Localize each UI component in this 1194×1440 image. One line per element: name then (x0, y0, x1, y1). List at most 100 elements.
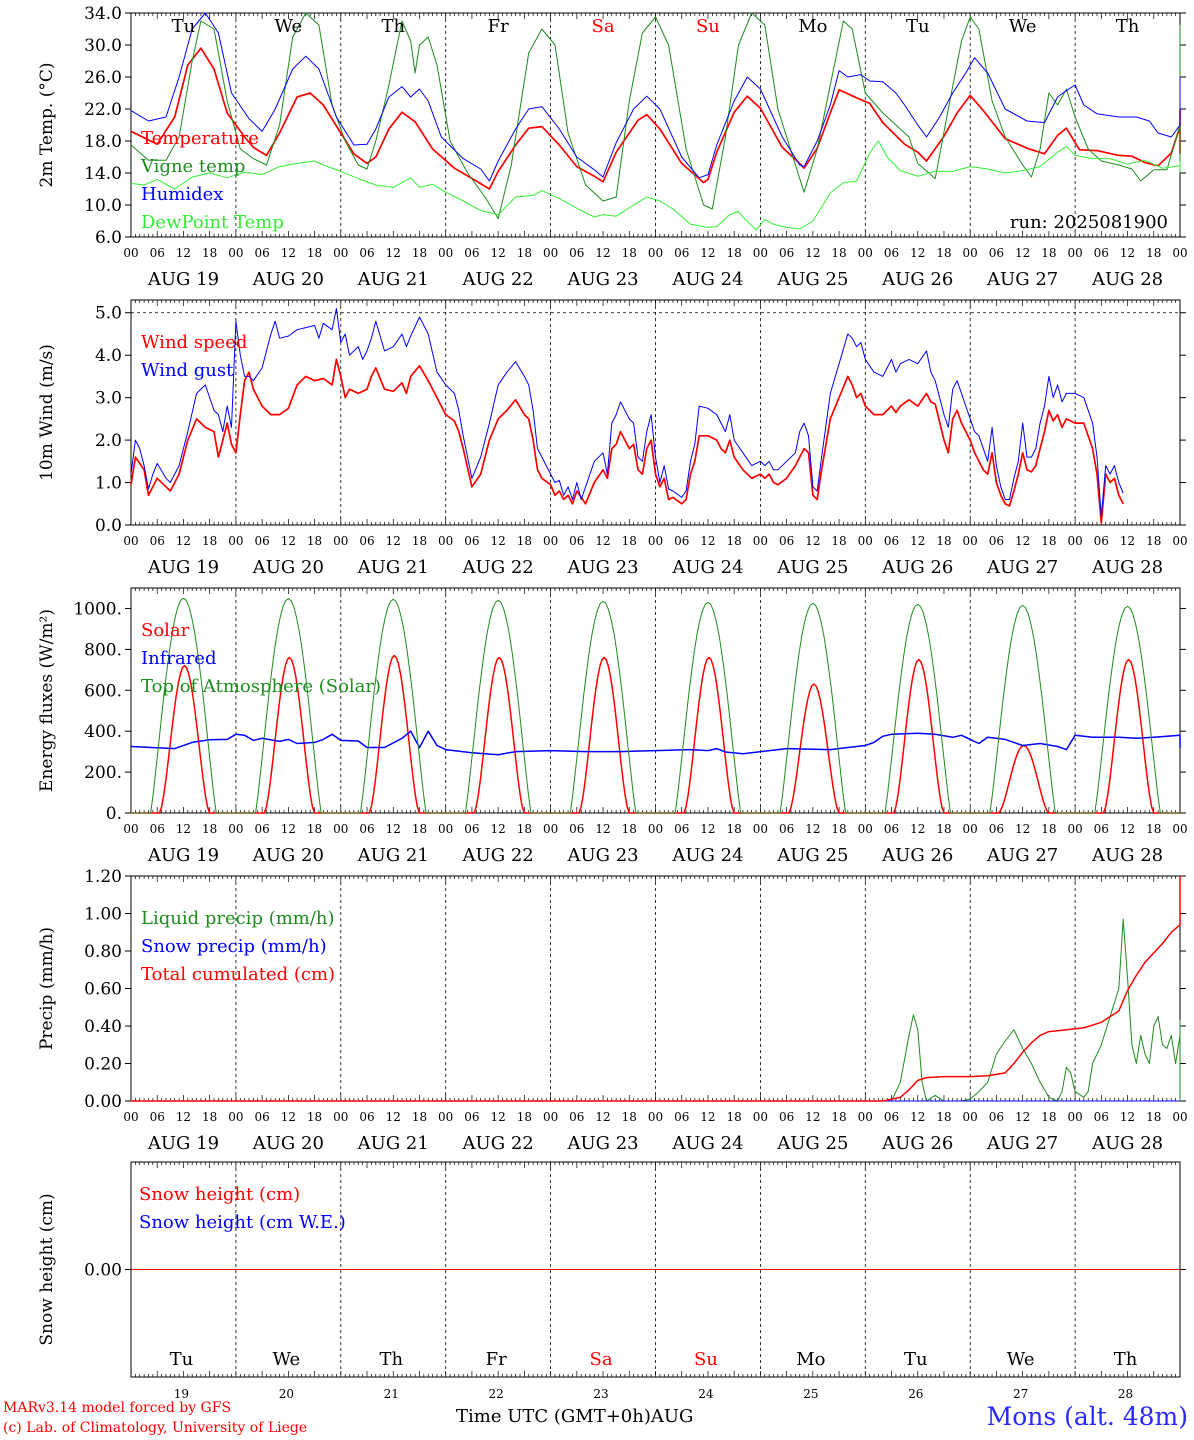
x-hour-tick-label: 12 (281, 1110, 296, 1124)
y-tick-label: 3.0 (95, 389, 122, 409)
x-hour-tick-label: 00 (123, 534, 138, 548)
energy-panel: 1000. 800. 600. 400. 200. 0. Energy fluxes (W/… (37, 587, 1188, 866)
x-hour-tick-label: 18 (307, 534, 322, 548)
x-hour-tick-label: 12 (805, 1110, 820, 1124)
x-date-label: AUG 28 (1091, 557, 1163, 578)
x-hour-tick-label: 18 (202, 534, 217, 548)
y-tick-label: 0.0 (95, 516, 122, 536)
x-date-label: AUG 21 (357, 557, 429, 578)
x-hour-tick-label: 00 (1172, 246, 1187, 260)
x-date-label: AUG 20 (252, 845, 324, 866)
x-date-label: AUG 19 (147, 269, 219, 290)
x-hour-tick-label: 12 (281, 822, 296, 836)
x-hour-tick-label: 00 (648, 822, 663, 836)
x-hour-tick-label: 12 (595, 822, 610, 836)
credit-model: MARv3.14 model forced by GFS (3, 1400, 232, 1416)
x-hour-tick-label: 00 (438, 246, 453, 260)
x-date-label: AUG 19 (147, 1133, 219, 1154)
x-hour-tick-label: 18 (202, 1110, 217, 1124)
x-date-label: AUG 24 (671, 845, 743, 866)
x-date-label: AUG 27 (986, 1133, 1058, 1154)
x-hour-tick-label: 00 (333, 822, 348, 836)
x-hour-tick-label: 00 (228, 246, 243, 260)
x-hour-tick-label: 00 (648, 534, 663, 548)
x-hour-tick-label: 06 (884, 246, 899, 260)
x-hour-tick-label: 06 (1094, 1110, 1109, 1124)
x-hour-tick-label: 12 (595, 1110, 610, 1124)
x-hour-tick-label: 18 (412, 822, 427, 836)
x-hour-tick-label: 06 (989, 534, 1004, 548)
x-hour-tick-label: 00 (228, 822, 243, 836)
x-hour-tick-label: 18 (936, 1110, 951, 1124)
x-hour-tick-label: 18 (1146, 1110, 1161, 1124)
x-date-label: AUG 20 (252, 269, 324, 290)
x-hour-tick-label: 18 (307, 822, 322, 836)
x-hour-tick-label: 06 (1094, 534, 1109, 548)
x-date-label: AUG 19 (147, 845, 219, 866)
x-hour-tick-label: 12 (805, 822, 820, 836)
weekday-label-top: Mo (798, 16, 827, 37)
x-hour-tick-label: 18 (831, 1110, 846, 1124)
y-tick-label: 0. (106, 804, 122, 824)
day-number-label: 26 (908, 1387, 923, 1401)
weekday-label-bottom: Tu (904, 1349, 928, 1370)
y-axis-label: Energy fluxes (W/m²) (37, 609, 57, 792)
x-hour-tick-label: 06 (674, 246, 689, 260)
x-hour-tick-label: 00 (858, 534, 873, 548)
x-hour-tick-label: 18 (727, 534, 742, 548)
day-number-label: 22 (489, 1387, 504, 1401)
y-tick-label: 4.0 (95, 346, 122, 366)
x-hour-tick-label: 12 (1120, 1110, 1135, 1124)
temp-series-line (130, 47, 1181, 190)
x-hour-tick-label: 18 (517, 822, 532, 836)
x-hour-tick-label: 00 (543, 246, 558, 260)
y-axis-label: 10m Wind (m/s) (37, 344, 57, 481)
x-hour-tick-label: 18 (1041, 534, 1056, 548)
x-hour-tick-label: 00 (1172, 1110, 1187, 1124)
x-hour-tick-label: 12 (176, 534, 191, 548)
x-hour-tick-label: 00 (858, 246, 873, 260)
x-hour-tick-label: 18 (412, 1110, 427, 1124)
y-tick-label: 34.0 (84, 4, 122, 24)
x-hour-tick-label: 06 (464, 246, 479, 260)
temp-series-line (130, 140, 1181, 231)
x-date-label: AUG 28 (1091, 845, 1163, 866)
x-hour-tick-label: 00 (963, 1110, 978, 1124)
x-hour-tick-label: 18 (307, 1110, 322, 1124)
x-hour-tick-label: 12 (1015, 246, 1030, 260)
station-name: Mons (alt. 48m) (986, 1402, 1188, 1431)
x-date-label: AUG 25 (776, 557, 848, 578)
wind-series-line (130, 358, 1124, 524)
y-tick-label: 0.00 (84, 1261, 122, 1281)
x-date-label: AUG 22 (462, 557, 534, 578)
x-hour-tick-label: 00 (753, 1110, 768, 1124)
x-hour-tick-label: 06 (464, 822, 479, 836)
x-date-label: AUG 21 (357, 269, 429, 290)
x-hour-tick-label: 12 (1015, 534, 1030, 548)
x-hour-tick-label: 06 (150, 822, 165, 836)
x-date-label: AUG 22 (462, 269, 534, 290)
x-hour-tick-label: 18 (412, 534, 427, 548)
x-hour-tick-label: 12 (700, 534, 715, 548)
x-hour-tick-label: 12 (281, 246, 296, 260)
x-date-label: AUG 27 (986, 557, 1058, 578)
x-hour-tick-label: 12 (910, 822, 925, 836)
panel-frame (130, 299, 1181, 526)
y-tick-label: 6.0 (95, 228, 122, 248)
x-hour-tick-label: 06 (569, 822, 584, 836)
snow-panel: 0.00 Snow height (cm) Snow height (cm) Snow… (37, 1161, 1186, 1378)
x-hour-tick-label: 00 (753, 534, 768, 548)
x-hour-tick-label: 00 (1067, 534, 1082, 548)
y-tick-label: 5.0 (95, 304, 122, 324)
x-hour-tick-label: 18 (936, 534, 951, 548)
x-date-label: AUG 25 (776, 269, 848, 290)
x-date-label: AUG 25 (776, 845, 848, 866)
x-hour-tick-label: 00 (963, 246, 978, 260)
x-hour-tick-label: 18 (622, 246, 637, 260)
x-hour-tick-label: 18 (622, 1110, 637, 1124)
x-hour-tick-label: 06 (254, 534, 269, 548)
x-hour-tick-label: 12 (386, 246, 401, 260)
x-hour-tick-label: 18 (622, 534, 637, 548)
y-tick-label: 22.0 (84, 100, 122, 120)
weekday-label-bottom: Sa (590, 1349, 613, 1370)
